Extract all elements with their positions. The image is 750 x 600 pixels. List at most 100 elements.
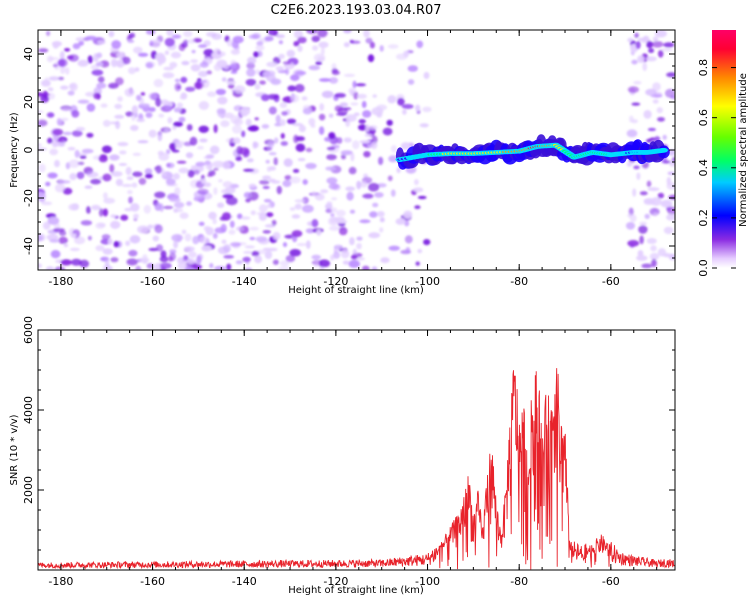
noise-speckle: [215, 88, 226, 96]
noise-speckle: [47, 87, 54, 92]
noise-speckle: [199, 61, 209, 68]
noise-speckle: [245, 78, 257, 86]
noise-speckle: [185, 152, 194, 159]
noise-speckle: [137, 140, 149, 144]
noise-speckle: [107, 238, 113, 245]
noise-speckle: [416, 40, 424, 49]
noise-speckle: [313, 53, 326, 62]
noise-speckle: [145, 30, 156, 35]
noise-speckle: [116, 51, 125, 59]
noise-speckle: [396, 167, 401, 174]
noise-speckle: [157, 132, 163, 142]
noise-speckle: [174, 78, 180, 83]
noise-speckle: [148, 92, 158, 100]
noise-speckle: [302, 179, 308, 185]
noise-speckle: [186, 201, 192, 206]
noise-speckle: [231, 124, 243, 134]
noise-speckle: [633, 80, 642, 85]
noise-speckle: [657, 117, 665, 122]
noise-speckle: [262, 230, 271, 234]
noise-speckle: [172, 173, 180, 180]
noise-speckle: [38, 119, 48, 127]
noise-speckle: [229, 220, 235, 228]
noise-speckle: [167, 117, 173, 124]
noise-speckle: [173, 201, 185, 209]
noise-speckle: [104, 258, 110, 267]
noise-speckle: [363, 151, 371, 158]
snr-frame: [37, 329, 676, 571]
noise-speckle: [204, 160, 211, 166]
noise-speckle: [235, 260, 243, 265]
noise-speckle: [326, 201, 333, 206]
noise-speckle: [272, 259, 279, 265]
noise-speckle: [656, 107, 663, 114]
noise-speckle: [77, 152, 88, 156]
noise-speckle: [265, 212, 274, 218]
noise-speckle: [637, 55, 645, 63]
colorbar-ticks: 0.0 0.2 0.4 0.6 0.8: [697, 59, 736, 277]
noise-speckle: [343, 73, 356, 77]
noise-speckle: [58, 180, 71, 184]
noise-speckle: [111, 171, 123, 177]
noise-speckle: [417, 248, 423, 254]
noise-speckle: [128, 249, 138, 257]
noise-speckle: [236, 226, 244, 231]
noise-speckle: [116, 60, 125, 68]
noise-speckle: [265, 159, 270, 164]
noise-speckle: [38, 48, 49, 53]
noise-speckle: [423, 71, 430, 80]
noise-speckle: [162, 205, 174, 210]
noise-speckle: [341, 153, 346, 160]
noise-speckle: [60, 65, 66, 74]
noise-speckle: [199, 236, 210, 244]
noise-speckle: [125, 166, 132, 176]
noise-speckle: [305, 162, 317, 170]
noise-speckle: [205, 154, 215, 159]
noise-speckle: [127, 190, 133, 195]
noise-speckle: [345, 114, 357, 122]
colorbar: 0.0 0.2 0.4 0.6 0.8 Normalized spectral ampl…: [697, 30, 749, 277]
noise-speckle: [228, 229, 236, 235]
noise-speckle: [647, 127, 657, 132]
noise-speckle: [662, 253, 672, 258]
noise-speckle: [267, 247, 278, 252]
spectrogram-x-tick-label: -100: [415, 275, 440, 288]
noise-speckle: [625, 222, 636, 230]
noise-speckle: [213, 167, 219, 171]
noise-speckle: [239, 147, 250, 156]
noise-speckle: [254, 83, 261, 90]
noise-speckle: [198, 80, 207, 83]
noise-speckle: [646, 41, 653, 49]
noise-speckle: [97, 76, 105, 83]
noise-speckle: [633, 165, 640, 170]
snr-x-tick-label: -160: [140, 575, 165, 588]
noise-speckle: [348, 166, 357, 175]
noise-speckle: [365, 124, 370, 133]
noise-speckle: [211, 33, 222, 40]
noise-speckle: [201, 245, 212, 252]
noise-speckle: [208, 211, 217, 220]
noise-speckle: [136, 118, 146, 123]
noise-speckle: [291, 214, 301, 219]
noise-speckle: [348, 87, 357, 94]
noise-speckle: [280, 119, 286, 126]
noise-speckle: [222, 161, 231, 170]
noise-speckle: [173, 208, 179, 213]
noise-speckle: [212, 232, 218, 239]
noise-speckle: [57, 58, 68, 68]
noise-speckle: [128, 32, 136, 39]
noise-speckle: [133, 46, 143, 54]
noise-speckle: [361, 100, 367, 109]
noise-speckle: [85, 91, 96, 97]
noise-speckle: [363, 193, 374, 199]
noise-speckle: [203, 49, 214, 57]
noise-speckle: [657, 192, 665, 199]
noise-speckle: [120, 214, 129, 221]
noise-speckle: [331, 70, 340, 76]
noise-speckle: [139, 103, 150, 107]
noise-speckle: [91, 69, 104, 76]
noise-speckle: [291, 122, 304, 127]
noise-speckle: [175, 142, 183, 149]
noise-speckle: [274, 122, 282, 127]
noise-speckle: [187, 169, 195, 178]
